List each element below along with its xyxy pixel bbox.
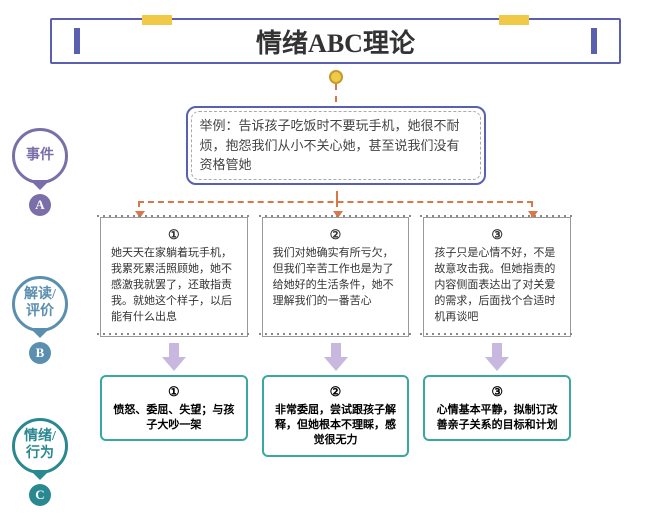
example-text: 举例：告诉孩子吃饭时不要玩手机，她很不耐烦，抱怨我们从小不关心她，甚至说我们没有… [200, 118, 460, 172]
col-3: ③ 孩子只是心情不好，不是故意攻击我。但她指责的内容侧面表达出了对关爱的需求，后… [423, 217, 571, 457]
interp-box-1: ① 她天天在家躺着玩手机，我累死累活照顾她，她不感激我就罢了，还敢指责我。就她这… [100, 217, 248, 337]
branch-connector [100, 191, 571, 217]
pin-bubble-c: 情绪/ 行为 [12, 418, 68, 474]
label-pin-b: 解读/ 评价 B [12, 276, 68, 364]
pin-letter-a: A [29, 194, 51, 216]
title-mark-right [591, 28, 597, 54]
pin-bubble-a: 事件 [12, 128, 68, 184]
example-box: 举例：告诉孩子吃饭时不要玩手机，她很不耐烦，抱怨我们从小不关心她，甚至说我们没有… [186, 106, 486, 185]
label-pin-a: 事件 A [12, 128, 68, 216]
result-text-2: 非常委屈，尝试跟孩子解释，但她根本不理睬，感觉很无力 [275, 404, 396, 447]
title-text: 情绪ABC理论 [256, 23, 415, 60]
interp-text-3: 孩子只是心情不好，不是故意攻击我。但她指责的内容侧面表达出了对关爱的需求，后面找… [434, 247, 555, 323]
pin-bubble-b: 解读/ 评价 [12, 276, 68, 332]
down-arrow-3 [485, 343, 509, 371]
interpretation-row: ① 她天天在家躺着玩手机，我累死累活照顾她，她不感激我就罢了，还敢指责我。就她这… [100, 217, 571, 457]
connector-line [335, 84, 337, 102]
title-mark-left [74, 28, 80, 54]
pin-letter-c: C [29, 484, 51, 506]
col-2: ② 我们对她确实有所亏欠，但我们辛苦工作也是为了给她好的生活条件，她不理解我们的… [262, 217, 410, 457]
down-arrow-2 [324, 343, 348, 371]
label-pin-c: 情绪/ 行为 C [12, 418, 68, 506]
result-num-2: ② [272, 383, 400, 401]
result-text-1: 愤怒、委屈、失望；与孩子大吵一架 [113, 404, 234, 431]
result-num-3: ③ [433, 383, 561, 401]
interp-num-3: ③ [434, 226, 560, 245]
interp-text-1: 她天天在家躺着玩手机，我累死累活照顾她，她不感激我就罢了，还敢指责我。就她这个样… [111, 247, 232, 323]
title-bar: 情绪ABC理论 [50, 18, 621, 64]
result-num-1: ① [110, 383, 238, 401]
result-box-2: ② 非常委屈，尝试跟孩子解释，但她根本不理睬，感觉很无力 [262, 375, 410, 457]
interp-num-2: ② [273, 226, 399, 245]
interp-box-3: ③ 孩子只是心情不好，不是故意攻击我。但她指责的内容侧面表达出了对关爱的需求，后… [423, 217, 571, 337]
interp-box-2: ② 我们对她确实有所亏欠，但我们辛苦工作也是为了给她好的生活条件，她不理解我们的… [262, 217, 410, 337]
result-box-3: ③ 心情基本平静，拟制订改善亲子关系的目标和计划 [423, 375, 571, 442]
down-arrow-1 [162, 343, 186, 371]
interp-text-2: 我们对她确实有所亏欠，但我们辛苦工作也是为了给她好的生活条件，她不理解我们的一番… [273, 247, 394, 307]
interp-num-1: ① [111, 226, 237, 245]
col-1: ① 她天天在家躺着玩手机，我累死累活照顾她，她不感激我就罢了，还敢指责我。就她这… [100, 217, 248, 457]
result-box-1: ① 愤怒、委屈、失望；与孩子大吵一架 [100, 375, 248, 442]
connector-dot [329, 70, 343, 84]
pin-letter-b: B [29, 342, 51, 364]
result-text-3: 心情基本平静，拟制订改善亲子关系的目标和计划 [437, 404, 558, 431]
